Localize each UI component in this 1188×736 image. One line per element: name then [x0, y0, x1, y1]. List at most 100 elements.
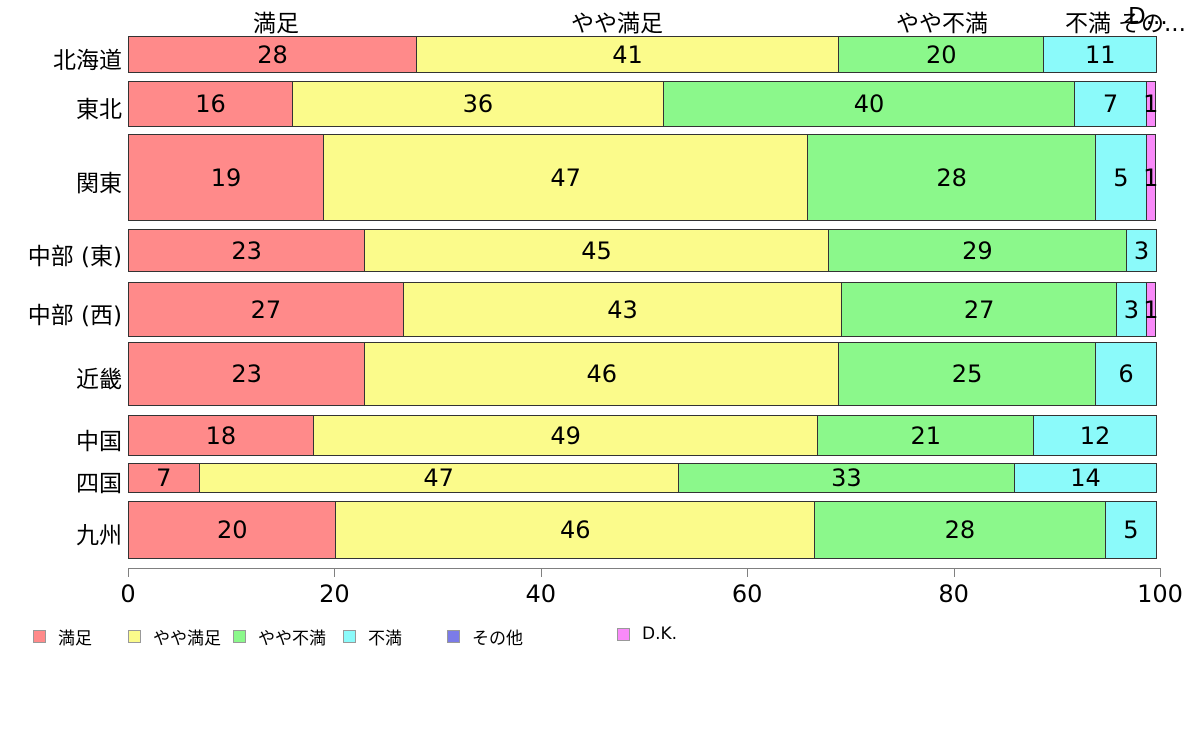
segment-value: 33: [831, 464, 862, 492]
bar-segment-satisfied: 23: [128, 342, 366, 406]
segment-value: 23: [231, 360, 262, 388]
x-axis-tick: [953, 568, 955, 577]
segment-value: 18: [205, 421, 237, 450]
segment-value: 1: [1143, 163, 1159, 192]
bar-segment-dissatisfied: 3: [1126, 229, 1157, 272]
bar-row: 23 45 29 3: [128, 229, 1160, 272]
column-header-2: やや不満: [896, 11, 988, 37]
column-header-1: やや満足: [571, 11, 663, 37]
column-header-0: 満足: [253, 11, 299, 37]
bar-row: 23 46 25 6: [128, 342, 1160, 406]
x-axis-tick: [540, 568, 542, 577]
bar-segment-satisfied: 23: [128, 229, 366, 272]
x-axis-tick-label: 20: [319, 580, 350, 608]
segment-value: 28: [936, 163, 967, 192]
segment-value: 41: [612, 40, 643, 69]
bar-segment-somewhat-dissatisfied: 40: [662, 81, 1076, 127]
segment-value: 21: [910, 421, 942, 450]
segment-value: 28: [257, 40, 288, 69]
bar-row: 27 43 27 3 1: [128, 282, 1160, 337]
bar-segment-dissatisfied: 5: [1095, 134, 1147, 221]
bar-segment-somewhat-satisfied: 41: [415, 36, 840, 73]
x-axis-line: [128, 568, 1160, 569]
segment-value: 27: [250, 295, 282, 324]
x-axis-tick-label: 80: [938, 580, 969, 608]
legend-item: その他: [447, 624, 523, 649]
segment-value: 5: [1123, 516, 1139, 544]
bar-segment-satisfied: 18: [128, 415, 314, 456]
bar-row: 28 41 20 11: [128, 36, 1160, 73]
x-axis-tick: [334, 568, 336, 577]
bar-segment-dk: 1: [1143, 134, 1159, 221]
x-axis-tick: [1160, 568, 1161, 577]
legend-item: 満足: [33, 624, 92, 649]
legend-swatch: [447, 630, 460, 643]
bar-segment-dissatisfied: 7: [1074, 81, 1147, 127]
x-axis-tick-label: 40: [525, 580, 557, 608]
bar-segment-somewhat-satisfied: 46: [364, 342, 840, 406]
x-axis-tick-label: 0: [120, 580, 136, 608]
region-label: 北海道: [53, 47, 122, 74]
bar-segment-dissatisfied: 11: [1043, 36, 1157, 73]
x-axis-tick-label: 60: [731, 580, 763, 608]
segment-value: 36: [462, 90, 494, 118]
legend-label: やや不満: [258, 629, 326, 649]
bar-segment-somewhat-dissatisfied: 28: [813, 501, 1106, 559]
legend-label: その他: [472, 629, 523, 649]
segment-value: 40: [853, 90, 885, 118]
legend-label: 満足: [58, 629, 92, 649]
bar-segment-dissatisfied: 14: [1013, 463, 1157, 493]
region-label: 中国: [76, 428, 122, 455]
segment-value: 27: [963, 295, 995, 324]
bar-segment-somewhat-dissatisfied: 27: [841, 282, 1118, 337]
column-header-3: 不満: [1065, 11, 1111, 37]
x-axis-tick: [747, 568, 749, 577]
segment-value: 3: [1133, 236, 1150, 265]
bar-segment-satisfied: 20: [128, 501, 337, 559]
legend-label: 不満: [368, 629, 402, 649]
region-label: 関東: [76, 170, 122, 197]
region-label: 東北: [76, 97, 122, 123]
segment-value: 5: [1113, 163, 1129, 192]
legend-label: D.K.: [642, 624, 678, 644]
region-label: 中部 (西): [27, 302, 122, 329]
bar-segment-satisfied: 19: [128, 134, 325, 221]
region-label: 四国: [76, 471, 122, 497]
bar-segment-somewhat-satisfied: 46: [335, 501, 815, 559]
segment-value: 29: [962, 236, 993, 265]
segment-value: 20: [216, 516, 248, 544]
segment-value: 20: [925, 40, 957, 69]
bar-segment-dk: 1: [1143, 81, 1158, 127]
bar-segment-dissatisfied: 12: [1033, 415, 1157, 456]
segment-value: 3: [1123, 295, 1140, 324]
segment-value: 12: [1079, 421, 1111, 450]
legend-item: やや満足: [128, 624, 221, 649]
legend-swatch: [33, 630, 46, 643]
bar-segment-satisfied: 16: [128, 81, 294, 127]
segment-value: 28: [944, 516, 976, 544]
bar-segment-somewhat-dissatisfied: 33: [677, 463, 1015, 493]
legend-item: 不満: [343, 624, 402, 649]
segment-value: 43: [607, 295, 638, 324]
bar-segment-satisfied: 7: [128, 463, 200, 493]
segment-value: 19: [210, 163, 242, 192]
bar-segment-somewhat-satisfied: 47: [198, 463, 679, 493]
segment-value: 1: [1143, 295, 1159, 324]
legend-item: D.K.: [617, 624, 677, 644]
bar-row: 18 49 21 12: [128, 415, 1160, 456]
segment-value: 49: [550, 421, 581, 450]
segment-value: 11: [1084, 40, 1116, 69]
column-header-5: D...: [1128, 4, 1168, 30]
legend-item: やや不満: [233, 624, 326, 649]
legend-swatch: [617, 627, 630, 641]
segment-value: 23: [231, 236, 262, 265]
bar-segment-somewhat-dissatisfied: 25: [838, 342, 1097, 406]
bar-row: 19 47 28 5 1: [128, 134, 1160, 221]
bar-segment-somewhat-dissatisfied: 28: [807, 134, 1097, 221]
bar-segment-dk: 1: [1143, 282, 1159, 337]
bar-segment-somewhat-dissatisfied: 21: [817, 415, 1035, 456]
bar-segment-dissatisfied: 5: [1104, 501, 1157, 559]
bar-segment-somewhat-satisfied: 47: [323, 134, 809, 221]
segment-value: 25: [951, 360, 983, 388]
segment-value: 47: [423, 464, 454, 492]
